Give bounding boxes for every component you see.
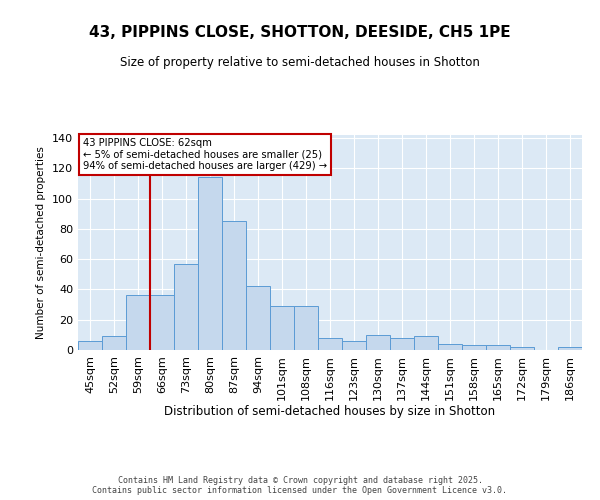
Bar bbox=[558, 347, 582, 350]
Bar bbox=[222, 222, 246, 350]
Bar bbox=[150, 296, 174, 350]
Bar bbox=[414, 336, 438, 350]
X-axis label: Distribution of semi-detached houses by size in Shotton: Distribution of semi-detached houses by … bbox=[164, 406, 496, 418]
Bar bbox=[78, 341, 102, 350]
Bar bbox=[102, 336, 126, 350]
Bar bbox=[462, 346, 486, 350]
Bar bbox=[486, 346, 510, 350]
Bar bbox=[126, 296, 150, 350]
Y-axis label: Number of semi-detached properties: Number of semi-detached properties bbox=[37, 146, 46, 339]
Bar bbox=[510, 347, 534, 350]
Bar bbox=[270, 306, 294, 350]
Bar bbox=[246, 286, 270, 350]
Bar bbox=[174, 264, 198, 350]
Bar bbox=[294, 306, 318, 350]
Bar bbox=[438, 344, 462, 350]
Bar bbox=[390, 338, 414, 350]
Bar bbox=[318, 338, 342, 350]
Text: 43, PIPPINS CLOSE, SHOTTON, DEESIDE, CH5 1PE: 43, PIPPINS CLOSE, SHOTTON, DEESIDE, CH5… bbox=[89, 25, 511, 40]
Bar bbox=[342, 341, 366, 350]
Bar bbox=[198, 178, 222, 350]
Text: Contains HM Land Registry data © Crown copyright and database right 2025.
Contai: Contains HM Land Registry data © Crown c… bbox=[92, 476, 508, 495]
Text: Size of property relative to semi-detached houses in Shotton: Size of property relative to semi-detach… bbox=[120, 56, 480, 69]
Bar bbox=[366, 335, 390, 350]
Text: 43 PIPPINS CLOSE: 62sqm
← 5% of semi-detached houses are smaller (25)
94% of sem: 43 PIPPINS CLOSE: 62sqm ← 5% of semi-det… bbox=[83, 138, 327, 172]
